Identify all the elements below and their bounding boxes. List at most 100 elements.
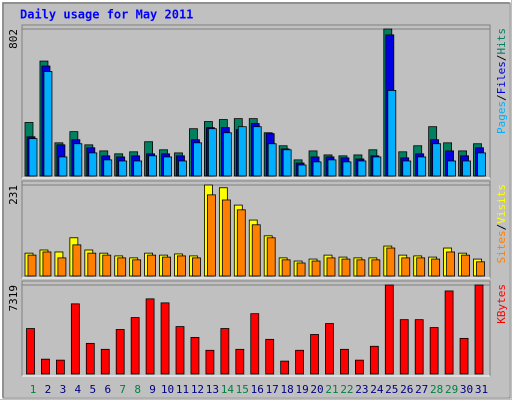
bar [311,260,321,277]
bar [431,258,441,277]
legend-entry: Hits [495,28,508,55]
bar [252,126,262,177]
bar [221,199,231,277]
x-tick-label: 15 [236,383,249,396]
bar [87,252,97,277]
x-tick-label: 19 [295,383,308,396]
x-tick-label: 26 [400,383,413,396]
bar [118,160,128,177]
bar [73,143,83,177]
x-tick-label: 7 [119,383,126,396]
bar [462,160,471,177]
bar [401,257,411,277]
x-tick-label: 2 [45,383,52,396]
bar [57,257,67,277]
x-tick-label: 28 [430,383,443,396]
bar [354,359,364,375]
bar [72,244,82,277]
bar [297,164,307,177]
bar [416,257,426,277]
x-tick-label: 5 [89,383,96,396]
bar [103,159,113,177]
bar [177,255,186,277]
bar [282,149,292,177]
bar [88,152,98,177]
bar [145,298,155,375]
bar [432,143,442,177]
legend-entry: Pages [495,101,508,134]
x-tick-label: 20 [310,383,323,396]
y-tick-label: 7319 [7,285,20,312]
x-tick-label: 24 [370,383,384,396]
bar [342,161,352,177]
x-tick-label: 22 [340,383,353,396]
bar [237,126,247,177]
bar [295,349,305,375]
bar [446,251,456,277]
x-tick-label: 4 [75,383,82,396]
bar [117,257,127,277]
x-tick-label: 12 [191,383,204,396]
bar [369,345,379,375]
bar [386,247,396,277]
bar [280,360,290,375]
bar [56,359,65,375]
bar [326,257,336,277]
bar [206,194,216,277]
bar [147,254,157,277]
y-tick-label: 802 [7,29,20,49]
bar [281,259,291,277]
bar [296,262,306,277]
bar [192,257,201,277]
bar [476,261,485,277]
x-tick-label: 8 [134,383,141,396]
x-tick-label: 18 [281,383,294,396]
bar [58,156,68,177]
bar [384,284,394,375]
legend-separator: / [495,224,508,231]
bar [175,326,185,375]
bar [356,259,366,277]
bar [312,161,322,177]
bar [372,156,382,177]
bar [265,338,275,375]
legend: KBytes [495,284,508,324]
bar [357,160,367,177]
bar [477,152,486,177]
bar [163,156,172,177]
bar [459,337,469,375]
legend-separator: / [495,94,508,101]
legend-entry: Files [495,61,508,94]
bar [160,302,170,375]
bar [207,128,217,177]
bar [461,254,470,277]
bar [41,358,50,375]
bar [414,319,424,375]
bar [266,237,276,277]
x-tick-label: 16 [251,383,264,396]
bar [133,160,143,177]
x-tick-label: 27 [415,383,428,396]
x-tick-label: 6 [104,383,111,396]
x-tick-label: 23 [355,383,368,396]
x-tick-label: 25 [385,383,398,396]
chart-title: Daily usage for May 2011 [20,8,193,22]
x-tick-label: 9 [149,383,156,396]
bar [340,348,349,375]
bar [429,327,439,375]
legend-entry: KBytes [495,284,508,324]
x-tick-label: 21 [325,383,338,396]
x-tick-label: 1 [30,383,37,396]
bar [222,132,232,177]
bar [220,328,230,375]
legend-separator: / [495,55,508,62]
x-tick-label: 3 [60,383,67,396]
bar [132,259,142,277]
legend-entry: Sites [495,230,508,263]
bar [42,251,52,277]
y-tick-label: 231 [7,185,20,205]
bar [43,71,53,177]
bar [178,160,187,177]
bar [100,348,110,375]
